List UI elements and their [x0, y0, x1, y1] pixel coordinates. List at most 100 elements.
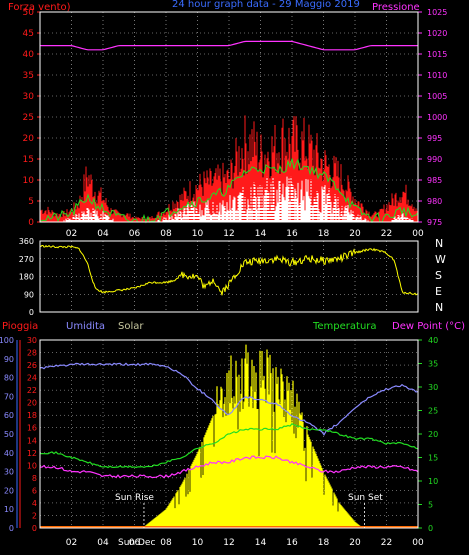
temperature-line — [39, 423, 419, 469]
humidity-tick-label: 10 — [4, 505, 14, 514]
rain-tick-label: 10 — [27, 461, 37, 470]
temp-tick-label: 40 — [428, 336, 438, 345]
x-tick-label: 00 — [412, 229, 424, 239]
rain-tick-label: 24 — [27, 374, 37, 383]
x-tick-label: 22 — [381, 229, 392, 239]
x-tick-label: 14 — [255, 229, 267, 239]
humidity-tick-label: 60 — [4, 411, 14, 420]
panel3-frame — [39, 339, 419, 529]
pressure-line — [40, 40, 418, 51]
humidity-tick-label: 30 — [4, 468, 14, 477]
y-tick-label: 90 — [24, 290, 34, 299]
temp-tick-label: 35 — [428, 360, 438, 369]
humidity-line — [39, 362, 419, 436]
dew-point-label: Dew Point (°C) — [392, 321, 466, 332]
compass-w: W — [435, 253, 446, 266]
y-tick-label: 0 — [29, 308, 34, 317]
compass-s: S — [435, 269, 442, 282]
y-left-tick-label: 45 — [23, 29, 34, 39]
humidity-tick-label: 80 — [4, 374, 14, 383]
humidity-tick-label: 50 — [4, 430, 14, 439]
humidity-tick-label: 20 — [4, 486, 14, 495]
x-tick-label: 08 — [160, 229, 172, 239]
rain-tick-label: 26 — [27, 361, 37, 370]
sun-rise-label: Sun Rise — [115, 493, 154, 503]
x-tick-label: 00 — [412, 538, 424, 548]
x-tick-label: 22 — [381, 538, 392, 548]
panel1-frame — [39, 11, 419, 223]
compass-n-top: N — [435, 237, 444, 250]
x-tick-label: 10 — [192, 538, 204, 548]
pressure-label: Pressione — [372, 2, 420, 13]
x-tick-label: 18 — [318, 229, 330, 239]
rain-tick-label: 8 — [32, 474, 37, 483]
rain-tick-label: 28 — [27, 349, 37, 358]
x-tick-label: 14 — [255, 538, 267, 548]
y-left-tick-label: 0 — [28, 218, 34, 228]
y-left-tick-label: 10 — [23, 176, 35, 186]
y-right-tick-label: 1025 — [427, 8, 447, 17]
sun-set-label: Sun Set — [348, 493, 383, 503]
humidity-tick-label: 40 — [4, 449, 14, 458]
temp-tick-label: 5 — [428, 501, 433, 510]
humidity-tick-label: 70 — [4, 392, 14, 401]
y-tick-label: 360 — [19, 237, 34, 246]
y-right-tick-label: 1005 — [427, 92, 447, 101]
temp-tick-label: 20 — [428, 430, 438, 439]
x-tick-label: 06 — [129, 229, 141, 239]
y-right-tick-label: 1015 — [427, 50, 447, 59]
dew-point-line — [39, 455, 419, 479]
rain-tick-label: 16 — [27, 424, 37, 433]
y-tick-label: 270 — [19, 255, 34, 264]
y-right-tick-label: 975 — [427, 218, 442, 227]
compass-e: E — [435, 285, 442, 298]
x-tick-label: 18 — [318, 538, 330, 548]
y-left-tick-label: 30 — [23, 92, 35, 102]
humidity-label: Umidita — [66, 321, 106, 332]
rain-tick-label: 30 — [27, 336, 37, 345]
rain-tick-label: 4 — [32, 499, 37, 508]
x-tick-label: 06 — [129, 538, 141, 548]
y-right-tick-label: 1010 — [427, 71, 447, 80]
sun-dec-label: Sun Dec — [118, 538, 156, 548]
x-tick-label: 16 — [286, 229, 298, 239]
x-tick-label: 02 — [66, 538, 77, 548]
x-tick-label: 12 — [223, 538, 234, 548]
wind-average-line — [39, 158, 419, 224]
temp-tick-label: 0 — [428, 524, 433, 533]
humidity-tick-label: 100 — [0, 336, 14, 345]
x-tick-label: 08 — [160, 538, 172, 548]
y-right-tick-label: 985 — [427, 176, 442, 185]
x-tick-label: 02 — [66, 229, 77, 239]
rain-tick-label: 14 — [27, 436, 37, 445]
y-left-tick-label: 5 — [28, 197, 34, 207]
solar-label: Solar — [118, 321, 144, 332]
x-tick-label: 20 — [349, 538, 361, 548]
x-tick-label: 04 — [97, 229, 109, 239]
temp-tick-label: 25 — [428, 407, 438, 416]
y-right-tick-label: 990 — [427, 155, 442, 164]
temperature-label: Temperatura — [313, 321, 377, 332]
wind-force-label: Forza vento) — [8, 2, 71, 13]
y-left-tick-label: 35 — [23, 71, 34, 81]
rain-tick-label: 6 — [32, 486, 37, 495]
x-tick-label: 20 — [349, 229, 361, 239]
x-tick-label: 12 — [223, 229, 234, 239]
y-left-tick-label: 50 — [23, 8, 35, 18]
rain-label: Pioggia — [2, 321, 39, 332]
panel2-frame — [39, 240, 419, 313]
x-tick-label: 16 — [286, 538, 298, 548]
y-left-tick-label: 20 — [23, 134, 35, 144]
y-tick-label: 180 — [19, 273, 34, 282]
y-right-tick-label: 1020 — [427, 29, 447, 38]
rain-tick-label: 18 — [27, 411, 37, 420]
y-left-tick-label: 40 — [23, 50, 35, 60]
humidity-tick-label: 90 — [4, 355, 14, 364]
humidity-tick-label: 0 — [9, 524, 14, 533]
wind-direction-line — [39, 244, 419, 296]
temp-tick-label: 30 — [428, 383, 438, 392]
rain-tick-label: 2 — [32, 511, 37, 520]
y-left-tick-label: 15 — [23, 155, 34, 165]
